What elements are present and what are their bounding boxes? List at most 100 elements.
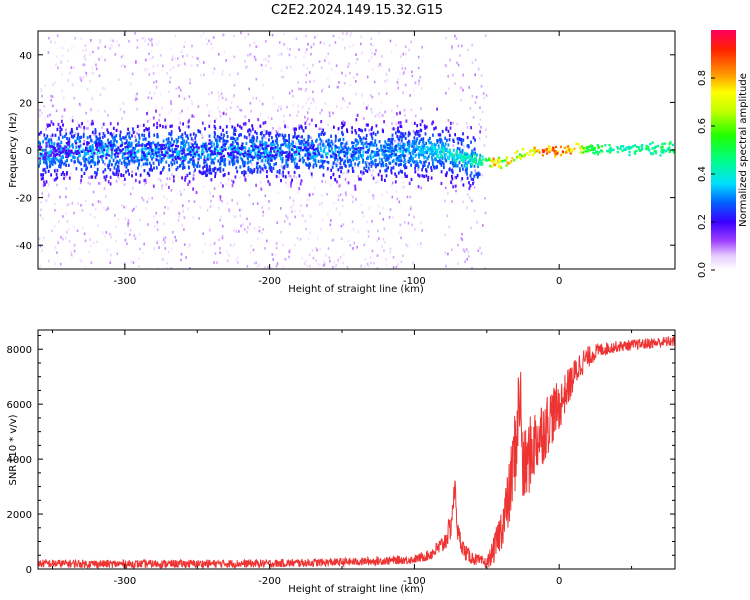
noise-cell: [411, 74, 414, 78]
band-cell: [380, 177, 383, 182]
band-cell: [233, 161, 236, 166]
band-cell: [213, 167, 216, 171]
ridge-cell: [469, 154, 472, 157]
band-cell: [470, 177, 473, 181]
band-cell: [90, 122, 93, 126]
noise-cell: [105, 208, 107, 212]
ridge-cell: [673, 149, 675, 152]
band-cell: [103, 175, 106, 179]
noise-cell: [420, 87, 423, 90]
noise-cell: [110, 235, 113, 239]
band-cell: [257, 118, 260, 122]
ridge-cell: [317, 149, 320, 153]
noise-cell: [236, 256, 239, 260]
noise-cell: [319, 41, 322, 44]
noise-cell: [418, 82, 420, 86]
noise-cell: [135, 94, 137, 98]
band-cell: [155, 109, 157, 113]
ridge-cell: [250, 155, 253, 158]
band-cell: [440, 181, 443, 186]
band-cell: [435, 158, 438, 162]
band-cell: [266, 160, 269, 164]
ridge-cell: [53, 154, 57, 158]
band-cell: [80, 135, 83, 139]
band-cell: [225, 130, 228, 135]
noise-cell: [463, 250, 466, 253]
band-cell: [125, 139, 128, 143]
ridge-cell: [295, 136, 298, 139]
band-cell: [298, 141, 301, 146]
band-cell: [222, 146, 225, 150]
noise-cell: [179, 190, 182, 193]
band-cell: [114, 162, 117, 167]
band-cell: [247, 168, 250, 172]
noise-cell: [143, 67, 146, 71]
noise-cell: [324, 102, 326, 105]
noise-cell: [457, 63, 460, 67]
noise-cell: [337, 194, 340, 197]
band-cell: [76, 126, 78, 131]
noise-cell: [84, 265, 87, 269]
noise-cell: [396, 121, 399, 125]
noise-cell: [393, 164, 395, 168]
band-cell: [320, 120, 323, 124]
ridge-cell: [387, 138, 390, 141]
band-cell: [169, 141, 172, 145]
band-cell: [217, 143, 219, 147]
noise-cell: [395, 128, 397, 131]
band-cell: [219, 162, 221, 166]
ridge-cell: [498, 159, 501, 162]
ridge-cell: [75, 152, 78, 156]
noise-cell: [115, 179, 118, 183]
noise-cell: [391, 127, 394, 131]
ridge-cell: [559, 153, 563, 157]
band-cell: [273, 143, 276, 147]
band-cell: [427, 165, 429, 169]
band-cell: [187, 136, 189, 140]
noise-cell: [473, 181, 475, 184]
band-cell: [466, 176, 469, 180]
noise-cell: [151, 44, 153, 47]
band-cell: [231, 140, 234, 144]
ridge-cell: [209, 149, 212, 153]
band-cell: [342, 137, 345, 142]
ridge-cell: [419, 148, 422, 152]
band-cell: [249, 170, 251, 174]
band-cell: [401, 170, 404, 174]
noise-cell: [198, 149, 200, 152]
band-cell: [476, 163, 479, 167]
noise-cell: [333, 202, 335, 205]
band-cell: [333, 155, 335, 159]
noise-cell: [388, 67, 391, 71]
ridge-cell: [257, 146, 260, 149]
noise-cell: [342, 120, 345, 123]
band-cell: [284, 124, 286, 128]
band-cell: [73, 134, 76, 138]
ridge-cell: [305, 148, 308, 151]
noise-cell: [124, 232, 127, 235]
noise-cell: [480, 74, 483, 77]
band-cell: [333, 125, 335, 129]
noise-cell: [85, 127, 88, 130]
band-cell: [273, 148, 275, 152]
band-cell: [263, 142, 266, 146]
ridge-cell: [365, 145, 368, 148]
noise-cell: [324, 59, 326, 62]
band-cell: [462, 183, 465, 187]
ridge-cell: [401, 146, 404, 149]
band-cell: [92, 146, 94, 150]
noise-cell: [444, 251, 447, 255]
noise-cell: [114, 53, 117, 56]
noise-cell: [55, 55, 58, 58]
y-tick-label: 8000: [7, 345, 32, 356]
noise-cell: [206, 42, 209, 45]
band-cell: [209, 167, 212, 172]
band-cell: [149, 154, 152, 158]
noise-cell: [398, 231, 401, 235]
band-cell: [364, 128, 367, 132]
band-cell: [222, 159, 225, 163]
band-cell: [359, 139, 362, 143]
noise-cell: [153, 225, 156, 228]
band-cell: [322, 166, 325, 170]
ridge-cell: [307, 152, 310, 155]
